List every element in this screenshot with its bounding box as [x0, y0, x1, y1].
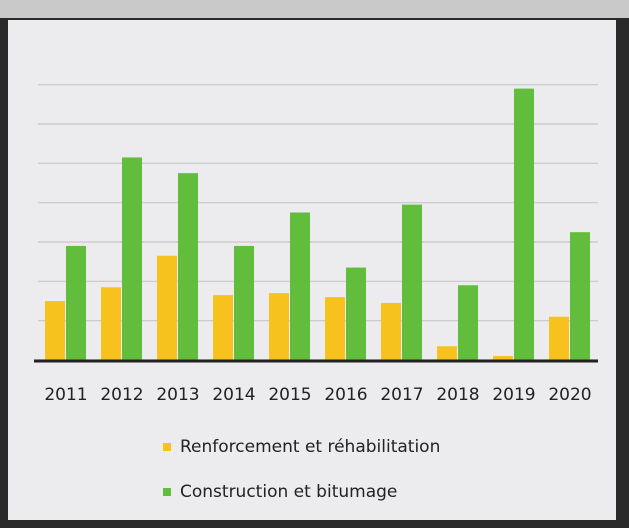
- bar: [514, 88, 534, 360]
- bar: [381, 302, 401, 360]
- bar: [234, 245, 254, 360]
- x-tick-label: 2016: [324, 385, 367, 405]
- legend-swatch: [163, 488, 171, 496]
- bar: [290, 212, 310, 360]
- bar: [101, 287, 121, 360]
- bar: [549, 316, 569, 360]
- bar: [157, 255, 177, 360]
- header-band: [0, 0, 629, 18]
- bar: [66, 245, 86, 360]
- legend-label: Renforcement et réhabilitation: [180, 437, 440, 457]
- x-tick-label: 2015: [268, 385, 311, 405]
- x-tick-label: 2019: [492, 385, 535, 405]
- bar: [269, 293, 289, 360]
- bar: [402, 204, 422, 360]
- legend-label: Construction et bitumage: [180, 482, 397, 502]
- bar: [493, 356, 513, 360]
- bar: [437, 346, 457, 360]
- bar: [325, 297, 345, 360]
- bar: [570, 232, 590, 360]
- bar: [458, 285, 478, 360]
- x-tick-label: 2011: [44, 385, 87, 405]
- x-tick-label: 2014: [212, 385, 255, 405]
- bar: [122, 157, 142, 360]
- x-tick-label: 2012: [100, 385, 143, 405]
- bar: [213, 295, 233, 360]
- bar: [178, 173, 198, 360]
- legend-swatch: [163, 443, 171, 451]
- x-tick-label: 2013: [156, 385, 199, 405]
- bar: [346, 267, 366, 360]
- x-tick-label: 2018: [436, 385, 479, 405]
- x-tick-label: 2017: [380, 385, 423, 405]
- bar: [45, 301, 65, 360]
- x-tick-label: 2020: [548, 385, 591, 405]
